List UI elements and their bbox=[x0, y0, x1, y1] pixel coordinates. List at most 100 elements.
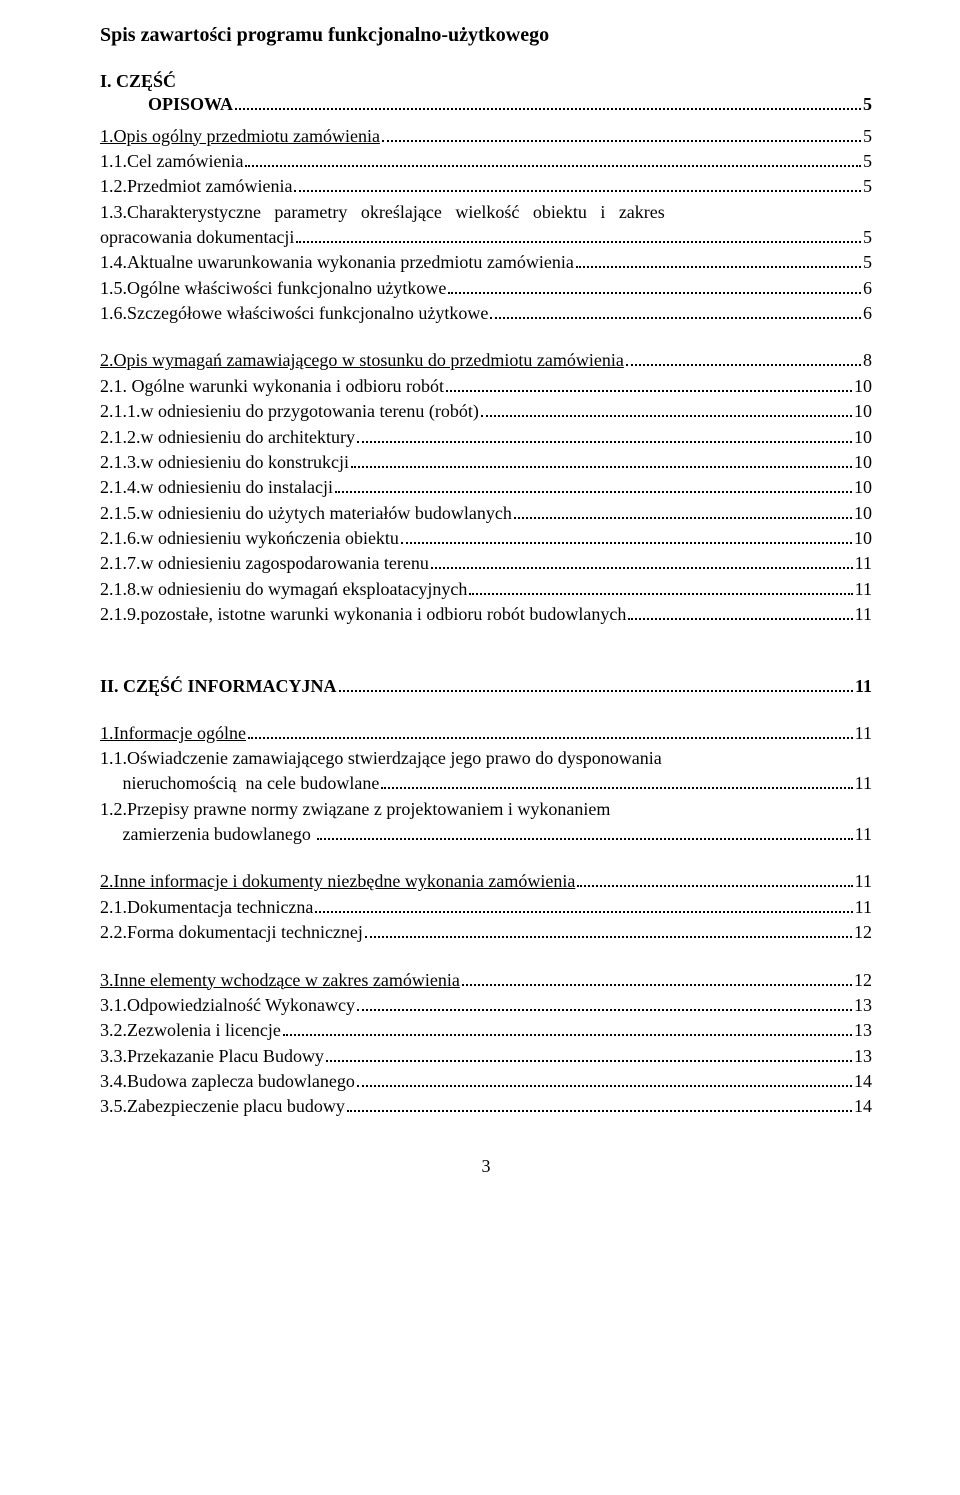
toc-entry: 1.6.Szczegółowe właściwości funkcjonalno… bbox=[100, 301, 872, 326]
toc-entry: 2.1. Ogólne warunki wykonania i odbioru … bbox=[100, 374, 872, 399]
part1-line2-page: 5 bbox=[863, 92, 872, 117]
toc-entry: zamierzenia budowlanego 11 bbox=[100, 822, 872, 847]
leader-dots bbox=[577, 869, 852, 887]
toc-page: 5 bbox=[863, 225, 872, 250]
toc-entry: 3.5.Zabezpieczenie placu budowy14 bbox=[100, 1094, 872, 1119]
toc-page: 11 bbox=[855, 551, 872, 576]
leader-dots bbox=[235, 92, 861, 110]
toc-label: opracowania dokumentacji bbox=[100, 225, 294, 250]
toc-section-1: 1.Opis ogólny przedmiotu zamówienia 5 1.1.… bbox=[100, 123, 872, 326]
leader-dots bbox=[469, 577, 852, 595]
toc-label: 2.1.6.w odniesieniu wykończenia obiektu bbox=[100, 526, 399, 551]
toc-section-2: 2.Opis wymagań zamawiającego w stosunku … bbox=[100, 348, 872, 627]
toc-label: 2.1.2.w odniesieniu do architektury bbox=[100, 425, 355, 450]
toc-label: 2.1.3.w odniesieniu do konstrukcji bbox=[100, 450, 349, 475]
document-title: Spis zawartości programu funkcjonalno-uż… bbox=[100, 24, 872, 47]
toc-label: 3.2.Zezwolenia i licencje bbox=[100, 1018, 281, 1043]
toc-page: 10 bbox=[854, 399, 872, 424]
toc-page: 11 bbox=[855, 869, 872, 894]
toc-label: 1.Informacje ogólne bbox=[100, 721, 246, 746]
toc-section-p2-2: 2.Inne informacje i dokumenty niezbędne … bbox=[100, 869, 872, 945]
leader-dots bbox=[326, 1043, 852, 1061]
toc-page: 14 bbox=[854, 1069, 872, 1094]
leader-dots bbox=[283, 1018, 852, 1036]
leader-dots bbox=[357, 1069, 852, 1087]
toc-label: 2.1.8.w odniesieniu do wymagań eksploata… bbox=[100, 577, 467, 602]
toc-entry: 3.Inne elementy wchodzące w zakres zamów… bbox=[100, 967, 872, 992]
leader-dots bbox=[357, 993, 852, 1011]
toc-entry: 1.3.Charakterystyczne parametry określaj… bbox=[100, 200, 872, 225]
leader-dots bbox=[357, 424, 852, 442]
toc-page: 10 bbox=[854, 450, 872, 475]
toc-label: 2.1.5.w odniesieniu do użytych materiałó… bbox=[100, 501, 512, 526]
leader-dots bbox=[481, 399, 852, 417]
toc-label: 1.4.Aktualne uwarunkowania wykonania prz… bbox=[100, 250, 574, 275]
part1-label: CZĘŚĆ bbox=[116, 71, 176, 91]
leader-dots bbox=[294, 174, 861, 192]
leader-dots bbox=[626, 348, 861, 366]
toc-label: 2.1.7.w odniesieniu zagospodarowania ter… bbox=[100, 551, 429, 576]
toc-page: 5 bbox=[863, 250, 872, 275]
toc-label: nieruchomością na cele budowlane bbox=[123, 771, 380, 796]
toc-entry: 2.1.7.w odniesieniu zagospodarowania ter… bbox=[100, 551, 872, 576]
leader-dots bbox=[401, 526, 852, 544]
toc-entry: 2.1.2.w odniesieniu do architektury10 bbox=[100, 424, 872, 449]
leader-dots bbox=[245, 149, 861, 167]
toc-label: 3.4.Budowa zaplecza budowlanego bbox=[100, 1069, 355, 1094]
toc-label: 2.Inne informacje i dokumenty niezbędne … bbox=[100, 869, 575, 894]
toc-entry: 2.1.8.w odniesieniu do wymagań eksploata… bbox=[100, 577, 872, 602]
toc-entry: 3.3.Przekazanie Placu Budowy 13 bbox=[100, 1043, 872, 1068]
toc-page: 11 bbox=[855, 721, 872, 746]
part2-heading: II. CZĘŚĆ INFORMACYJNA 11 bbox=[100, 673, 872, 698]
toc-label: 1.Opis ogólny przedmiotu zamówienia bbox=[100, 124, 380, 149]
part1-heading-line1: I. CZĘŚĆ bbox=[100, 71, 872, 92]
leader-dots bbox=[339, 673, 853, 691]
leader-dots bbox=[446, 374, 852, 392]
toc-page: 11 bbox=[855, 895, 872, 920]
toc-label: 2.1.Dokumentacja techniczna bbox=[100, 895, 313, 920]
toc-label: 3.1.Odpowiedzialność Wykonawcy bbox=[100, 993, 355, 1018]
toc-section-p2-3: 3.Inne elementy wchodzące w zakres zamów… bbox=[100, 967, 872, 1119]
toc-label: 2.1.1.w odniesieniu do przygotowania ter… bbox=[100, 399, 479, 424]
toc-entry: opracowania dokumentacji 5 bbox=[100, 225, 872, 250]
toc-wrap-line: 1.2.Przepisy prawne normy związane z pro… bbox=[100, 797, 872, 822]
toc-label: 2.1.9.pozostałe, istotne warunki wykonan… bbox=[100, 602, 626, 627]
toc-page: 5 bbox=[863, 149, 872, 174]
toc-entry: 3.2.Zezwolenia i licencje13 bbox=[100, 1018, 872, 1043]
toc-lead bbox=[100, 822, 123, 847]
toc-page: 13 bbox=[854, 1044, 872, 1069]
toc-lead bbox=[100, 771, 123, 796]
toc-label: 3.3.Przekazanie Placu Budowy bbox=[100, 1044, 324, 1069]
leader-dots bbox=[347, 1094, 852, 1112]
part1-lead: I. bbox=[100, 71, 116, 91]
leader-dots bbox=[365, 920, 852, 938]
toc-label: 2.1.4.w odniesieniu do instalacji bbox=[100, 475, 333, 500]
toc-entry: 2.Opis wymagań zamawiającego w stosunku … bbox=[100, 348, 872, 373]
toc-page: 10 bbox=[854, 501, 872, 526]
toc-label: 1.6.Szczegółowe właściwości funkcjonalno… bbox=[100, 301, 488, 326]
leader-dots bbox=[335, 475, 852, 493]
toc-label: 1.2.Przedmiot zamówienia bbox=[100, 174, 292, 199]
toc-wrap-line: 1.1.Oświadczenie zamawiającego stwierdza… bbox=[100, 746, 872, 771]
toc-entry: 2.Inne informacje i dokumenty niezbędne … bbox=[100, 869, 872, 894]
toc-label: 2.2.Forma dokumentacji technicznej bbox=[100, 920, 363, 945]
leader-dots bbox=[248, 721, 853, 739]
leader-dots bbox=[296, 225, 861, 243]
leader-dots bbox=[382, 123, 861, 141]
toc-label: 2.1. Ogólne warunki wykonania i odbioru … bbox=[100, 374, 444, 399]
toc-label: 1.3.Charakterystyczne parametry określaj… bbox=[100, 200, 665, 225]
toc-page: 11 bbox=[855, 771, 872, 796]
page-number: 3 bbox=[100, 1156, 872, 1177]
toc-entry: 1.Informacje ogólne 11 bbox=[100, 721, 872, 746]
leader-dots bbox=[448, 275, 861, 293]
toc-entry: 2.1.5.w odniesieniu do użytych materiałó… bbox=[100, 500, 872, 525]
leader-dots bbox=[576, 250, 861, 268]
toc-page: 12 bbox=[854, 920, 872, 945]
part1-heading-line2: OPISOWA 5 bbox=[148, 92, 872, 117]
leader-dots bbox=[351, 450, 852, 468]
toc-entry: 2.1.9.pozostałe, istotne warunki wykonan… bbox=[100, 602, 872, 627]
toc-page: 14 bbox=[854, 1094, 872, 1119]
leader-dots bbox=[317, 822, 852, 840]
toc-label: 1.1.Cel zamówienia bbox=[100, 149, 243, 174]
leader-dots bbox=[514, 500, 852, 518]
